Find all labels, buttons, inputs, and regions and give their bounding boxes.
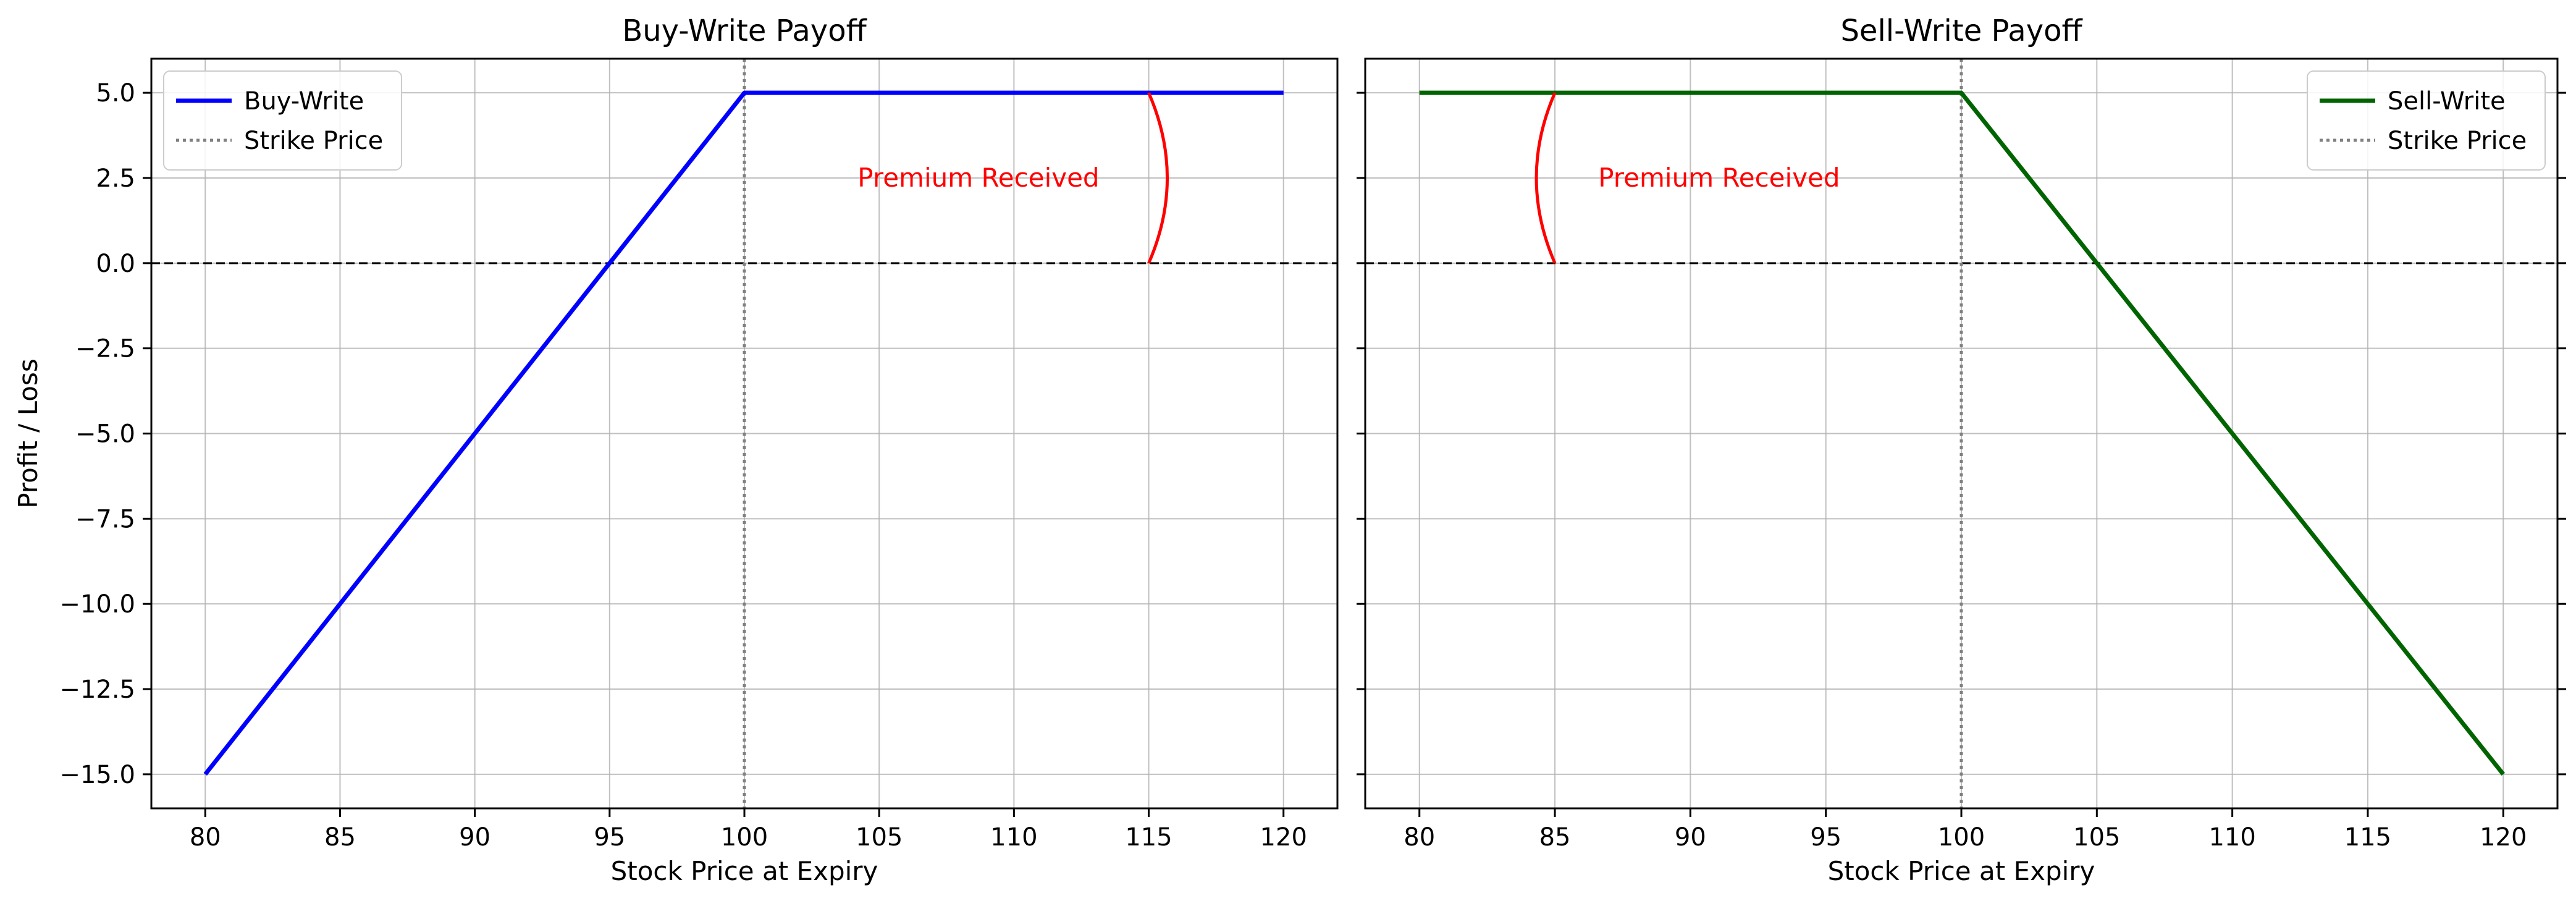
x-tick-label: 85 — [324, 823, 356, 852]
y-tick-label: 2.5 — [96, 164, 135, 193]
premium-arc — [1534, 92, 1557, 264]
x-tick-label: 90 — [459, 823, 490, 852]
x-tick-label: 95 — [1810, 823, 1842, 852]
x-tick-label: 80 — [1404, 823, 1435, 852]
chart-title: Buy-Write Payoff — [622, 14, 867, 48]
chart-title: Sell-Write Payoff — [1840, 14, 2082, 48]
legend-label-series: Buy-Write — [244, 87, 364, 116]
legend-label-series: Sell-Write — [2388, 87, 2506, 116]
x-tick-label: 90 — [1675, 823, 1706, 852]
premium-arc — [1147, 92, 1169, 264]
x-axis-label: Stock Price at Expiry — [611, 856, 878, 886]
x-tick-label: 115 — [1125, 823, 1172, 852]
x-tick-label: 105 — [2073, 823, 2120, 852]
legend-box — [163, 70, 402, 171]
legend: Sell-Write Strike Price — [2307, 70, 2546, 171]
series-line-buy-write — [203, 90, 1284, 776]
y-tick-label: −15.0 — [59, 761, 135, 789]
y-tick-label: 5.0 — [96, 79, 135, 108]
premium-annotation: Premium Received — [857, 163, 1099, 193]
y-tick-label: −2.5 — [75, 335, 135, 363]
y-tick-label: −12.5 — [59, 675, 135, 704]
chart-panel-2: Premium Received 80 85 90 95 100 105 110 115 120 S… — [1357, 14, 2566, 886]
x-tick-label: 120 — [2480, 823, 2527, 852]
legend-label-strike: Strike Price — [244, 127, 383, 155]
x-axis-label: Stock Price at Expiry — [1828, 856, 2095, 886]
y-tick-label: −10.0 — [59, 590, 135, 619]
x-tick-label: 85 — [1539, 823, 1571, 852]
x-tick-label: 105 — [856, 823, 903, 852]
legend-label-strike: Strike Price — [2388, 127, 2527, 155]
x-tick-label: 100 — [721, 823, 768, 852]
y-tick-label: 0.0 — [96, 250, 135, 278]
y-tick-label: −7.5 — [75, 505, 135, 533]
legend-box — [2307, 70, 2546, 171]
y-axis-label: Profit / Loss — [13, 358, 43, 509]
x-tick-label: 95 — [594, 823, 625, 852]
series-line-sell-write — [1419, 90, 2506, 776]
x-tick-label: 80 — [190, 823, 221, 852]
legend: Buy-Write Strike Price — [163, 70, 402, 171]
x-tick-label: 110 — [990, 823, 1037, 852]
x-tick-label: 100 — [1938, 823, 1985, 852]
x-tick-label: 120 — [1260, 823, 1307, 852]
x-tick-label: 110 — [2208, 823, 2255, 852]
premium-annotation: Premium Received — [1598, 163, 1840, 193]
y-tick-label: −5.0 — [75, 420, 135, 449]
chart-panel-1: Premium Received 80 85 90 95 100 105 110 115 120 5… — [13, 14, 1339, 886]
x-tick-label: 115 — [2344, 823, 2391, 852]
